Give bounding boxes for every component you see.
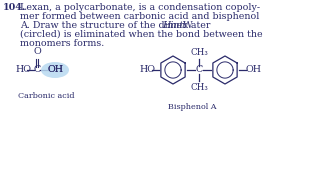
Text: HO: HO <box>15 65 31 74</box>
Text: Lexan, a polycarbonate, is a condensation copoly-: Lexan, a polycarbonate, is a condensatio… <box>20 3 260 12</box>
Text: Water: Water <box>183 21 211 30</box>
Text: C: C <box>33 65 41 74</box>
Text: C: C <box>195 65 202 74</box>
Text: OH: OH <box>48 65 64 74</box>
Text: Hint:: Hint: <box>162 21 187 30</box>
Text: OH: OH <box>246 65 262 74</box>
Ellipse shape <box>41 62 69 78</box>
Text: monomers forms.: monomers forms. <box>20 39 104 48</box>
Text: OH: OH <box>48 65 64 74</box>
Text: Carbonic acid: Carbonic acid <box>18 92 75 100</box>
Text: O: O <box>33 47 41 56</box>
Text: 104.: 104. <box>3 3 26 12</box>
Text: HO: HO <box>140 65 156 74</box>
Text: CH₃: CH₃ <box>190 48 208 57</box>
Text: CH₃: CH₃ <box>190 83 208 92</box>
Text: Bisphenol A: Bisphenol A <box>168 103 217 111</box>
Text: mer formed between carbonic acid and bisphenol: mer formed between carbonic acid and bis… <box>20 12 259 21</box>
Text: A. Draw the structure of the dimer.: A. Draw the structure of the dimer. <box>20 21 195 30</box>
Text: (circled) is eliminated when the bond between the: (circled) is eliminated when the bond be… <box>20 30 263 39</box>
